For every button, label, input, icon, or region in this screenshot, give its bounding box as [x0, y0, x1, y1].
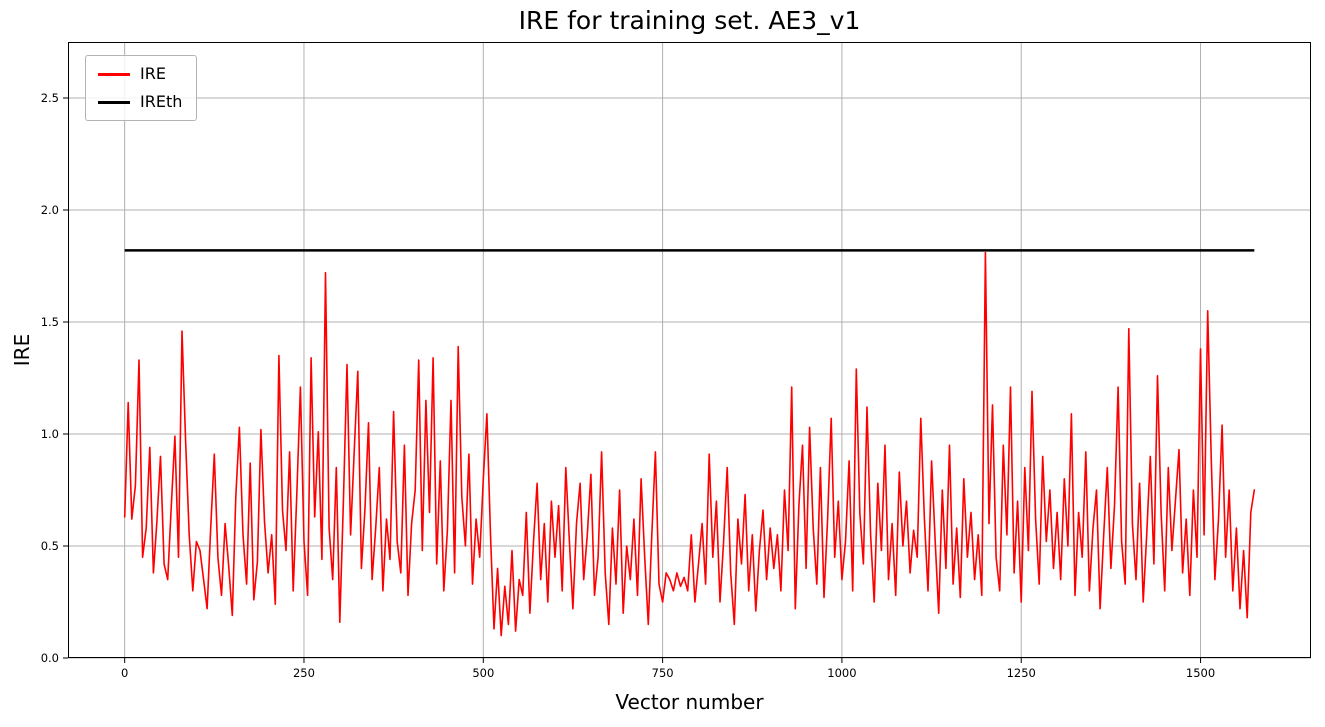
legend-entry-ireth: IREth — [98, 94, 182, 110]
y-tick-label: 2.0 — [41, 203, 59, 217]
x-tick-label: 250 — [293, 666, 315, 680]
x-tick-label: 750 — [652, 666, 674, 680]
y-tick-label: 1.0 — [41, 427, 59, 441]
x-tick-label: 500 — [472, 666, 494, 680]
chart-title: IRE for training set. AE3_v1 — [518, 6, 861, 35]
legend: IRE IREth — [85, 55, 198, 121]
x-axis-label: Vector number — [615, 690, 764, 714]
y-tick-label: 0.0 — [41, 651, 59, 665]
y-tick-label: 1.5 — [41, 315, 59, 329]
x-tick-label: 0 — [121, 666, 128, 680]
series-line-ire — [123, 251, 1256, 637]
ireth-line-swatch-icon — [98, 100, 130, 104]
x-tick-label: 1000 — [827, 666, 856, 680]
legend-label-ire: IRE — [140, 64, 166, 83]
y-axis-label: IRE — [10, 333, 34, 367]
x-tick-label: 1500 — [1186, 666, 1215, 680]
legend-entry-ire: IRE — [98, 66, 182, 82]
y-tick-label: 2.5 — [41, 91, 59, 105]
y-tick-label: 0.5 — [41, 539, 59, 553]
ire-line-swatch-icon — [98, 72, 130, 76]
legend-label-ireth: IREth — [140, 92, 183, 111]
plot-canvas: 0 250 500 750 1000 1250 1500 0.0 0.5 1.0 1.5 2.0 2.5 — [41, 42, 1311, 680]
plot-area: 0 250 500 750 1000 1250 1500 0.0 0.5 1.0 1.5 2.0 2.5… — [41, 42, 1311, 680]
axes-border — [68, 42, 1311, 658]
x-tick-label: 1250 — [1007, 666, 1036, 680]
